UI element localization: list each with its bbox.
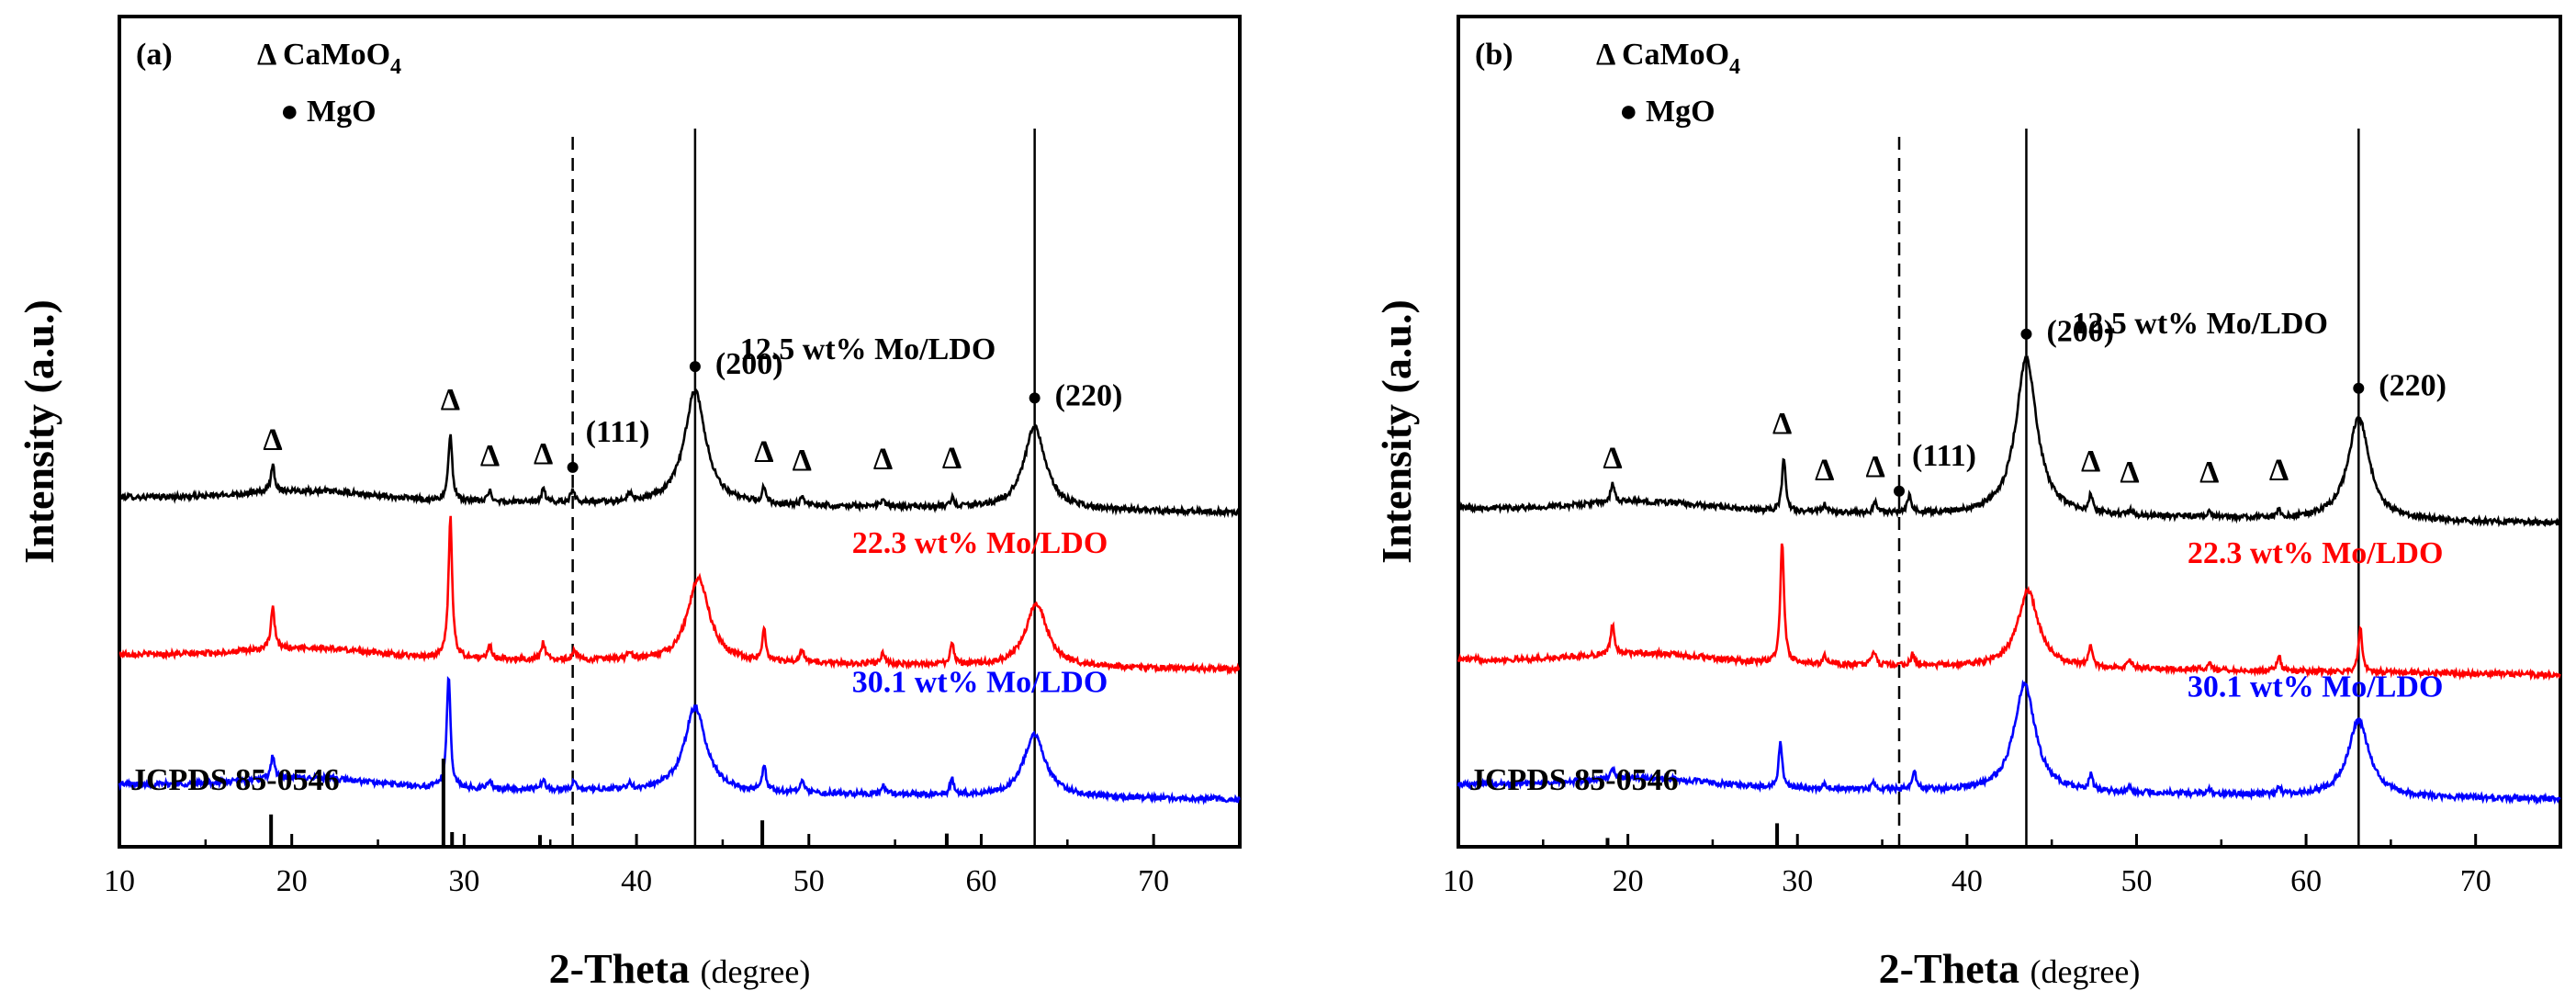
series-label-0: 12.5 wt% Mo/LDO (2072, 307, 2328, 341)
y-axis-title: Intensity (a.u.) (1373, 299, 1420, 564)
series-line-0 (1457, 355, 2561, 528)
triangle-marker-4: Δ (754, 434, 773, 468)
x-tick-label-3: 40 (1952, 864, 1983, 898)
legend-entry-1: ● MgO (280, 95, 377, 129)
triangle-marker-7: Δ (2269, 454, 2289, 488)
x-axis-title-unit: (degree) (2030, 953, 2140, 990)
reference-label: JCPDS 85-0546 (130, 763, 340, 797)
x-axis-title: 2-Theta (degree) (549, 945, 811, 992)
legend-label: MgO (307, 95, 377, 129)
x-tick-label-4: 50 (2120, 864, 2152, 898)
legend-marker: ● (1619, 95, 1646, 129)
triangle-marker-0: Δ (1603, 442, 1622, 476)
hkl-label-111: (111) (586, 415, 650, 449)
chart-panel-b: 12.5 wt% Mo/LDO 22.3 wt% Mo/LDO 30.1 wt% M… (1373, 15, 2562, 992)
hkl-label-200: (200) (2046, 315, 2114, 349)
mgo-dot-0 (1894, 485, 1905, 497)
triangle-marker-1: Δ (1772, 407, 1792, 441)
legend-label: CaMoO (1622, 38, 1729, 72)
series-label-0: 12.5 wt% Mo/LDO (740, 332, 996, 366)
legend-marker: Δ (1596, 38, 1622, 72)
chart-panel-a: 12.5 wt% Mo/LDO 22.3 wt% Mo/LDO 30.1 wt% M… (16, 15, 1242, 992)
hkl-label-111: (111) (1912, 439, 1976, 473)
series-label-2: 30.1 wt% Mo/LDO (852, 666, 1108, 700)
hkl-label-220: (220) (1055, 378, 1123, 412)
series-line-2 (1457, 679, 2561, 805)
triangle-marker-1: Δ (441, 383, 460, 417)
mgo-dot-1 (689, 361, 701, 373)
series-label-1: 22.3 wt% Mo/LDO (2188, 536, 2444, 570)
panel-label: (b) (1475, 38, 1513, 72)
hkl-label-220: (220) (2379, 369, 2447, 403)
legend-label: CaMoO (283, 38, 390, 72)
x-tick-label-5: 60 (965, 864, 996, 898)
x-tick-label-3: 40 (621, 864, 652, 898)
triangle-marker-3: Δ (1865, 450, 1884, 484)
legend-marker: Δ (257, 38, 283, 72)
triangle-marker-4: Δ (2081, 445, 2100, 478)
x-axis-title-main: 2-Theta (1879, 945, 2030, 992)
x-axis-title-main: 2-Theta (549, 945, 701, 992)
x-tick-label-6: 70 (1138, 864, 1169, 898)
plot-frame (1457, 15, 2562, 849)
legend-label: MgO (1646, 95, 1715, 129)
series-line-1 (118, 515, 1241, 676)
x-tick-label-1: 20 (276, 864, 308, 898)
triangle-marker-0: Δ (263, 423, 282, 457)
legend-entry-1: ● MgO (1619, 95, 1715, 129)
mgo-dot-0 (567, 461, 579, 473)
plot-frame (118, 15, 1242, 849)
series-label-2: 30.1 wt% Mo/LDO (2188, 670, 2444, 704)
x-tick-label-0: 10 (1443, 864, 1474, 898)
legend-marker: ● (280, 95, 307, 129)
triangle-marker-5: Δ (2120, 456, 2139, 490)
mgo-dot-2 (2353, 382, 2365, 394)
legend-subscript: 4 (1729, 55, 1740, 79)
x-axis-title: 2-Theta (degree) (1879, 945, 2141, 992)
x-tick-label-6: 70 (2460, 864, 2492, 898)
triangle-marker-2: Δ (1815, 454, 1834, 488)
legend-entry-0: Δ CaMoO4 (257, 38, 401, 79)
series-line-0 (118, 388, 1241, 519)
hkl-label-200: (200) (715, 347, 783, 381)
triangle-marker-6: Δ (873, 443, 893, 477)
triangle-marker-7: Δ (942, 442, 962, 476)
triangle-marker-2: Δ (480, 439, 500, 473)
triangle-marker-5: Δ (793, 444, 812, 478)
triangle-marker-3: Δ (534, 437, 553, 471)
triangle-marker-6: Δ (2199, 456, 2219, 490)
x-tick-label-0: 10 (104, 864, 135, 898)
x-tick-label-1: 20 (1613, 864, 1644, 898)
y-axis-title: Intensity (a.u.) (16, 299, 62, 564)
legend-subscript: 4 (390, 55, 401, 79)
x-tick-label-5: 60 (2290, 864, 2322, 898)
x-tick-label-2: 30 (448, 864, 479, 898)
series-line-1 (1457, 543, 2561, 681)
panel-label: (a) (136, 38, 173, 72)
reference-label: JCPDS 85-0546 (1469, 763, 1679, 797)
x-tick-label-2: 30 (1782, 864, 1813, 898)
mgo-dot-2 (1029, 392, 1041, 404)
series-line-2 (118, 675, 1241, 805)
legend-entry-0: Δ CaMoO4 (1596, 38, 1740, 79)
x-tick-label-4: 50 (793, 864, 825, 898)
x-axis-title-unit: (degree) (700, 953, 810, 990)
mgo-dot-1 (2020, 328, 2032, 340)
series-label-1: 22.3 wt% Mo/LDO (852, 526, 1108, 560)
